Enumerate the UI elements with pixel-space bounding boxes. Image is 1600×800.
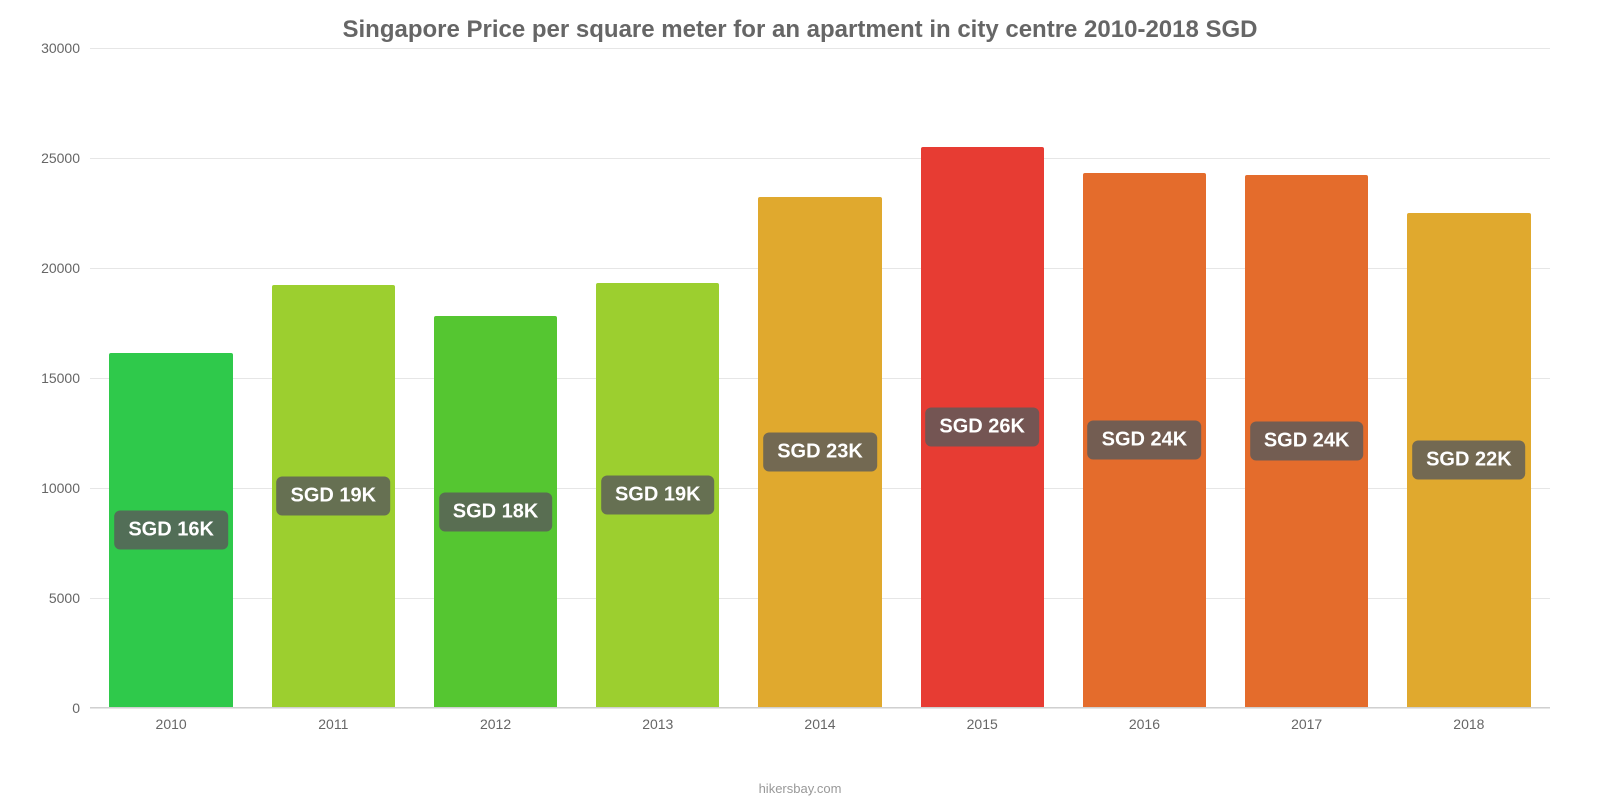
bar-value-label: SGD 26K bbox=[925, 407, 1039, 446]
x-tick-label: 2010 bbox=[90, 708, 252, 738]
bar: SGD 19K bbox=[272, 285, 395, 707]
bar: SGD 26K bbox=[921, 147, 1044, 707]
bar-slot: SGD 23K bbox=[739, 48, 901, 707]
bar-value-label: SGD 24K bbox=[1088, 421, 1202, 460]
bar-value-label: SGD 18K bbox=[439, 492, 553, 531]
x-tick-label: 2011 bbox=[252, 708, 414, 738]
bar-value-label: SGD 22K bbox=[1412, 440, 1526, 479]
y-tick-label: 10000 bbox=[41, 480, 80, 496]
x-tick-label: 2016 bbox=[1063, 708, 1225, 738]
y-tick-label: 5000 bbox=[49, 590, 80, 606]
x-axis: 201020112012201320142015201620172018 bbox=[90, 708, 1550, 738]
bar-slot: SGD 19K bbox=[577, 48, 739, 707]
bar-slot: SGD 18K bbox=[414, 48, 576, 707]
bar-slot: SGD 16K bbox=[90, 48, 252, 707]
x-tick-label: 2012 bbox=[414, 708, 576, 738]
bar: SGD 23K bbox=[758, 197, 881, 707]
bar-slot: SGD 22K bbox=[1388, 48, 1550, 707]
bar: SGD 24K bbox=[1083, 173, 1206, 707]
bar-value-label: SGD 24K bbox=[1250, 422, 1364, 461]
chart-container: Singapore Price per square meter for an … bbox=[0, 0, 1600, 800]
x-tick-label: 2014 bbox=[739, 708, 901, 738]
bar: SGD 16K bbox=[109, 353, 232, 707]
bar-value-label: SGD 16K bbox=[114, 511, 228, 550]
chart-title: Singapore Price per square meter for an … bbox=[30, 16, 1570, 44]
y-tick-label: 30000 bbox=[41, 40, 80, 56]
y-tick-label: 25000 bbox=[41, 150, 80, 166]
attribution-text: hikersbay.com bbox=[0, 781, 1600, 796]
bar-slot: SGD 19K bbox=[252, 48, 414, 707]
bar-slot: SGD 24K bbox=[1226, 48, 1388, 707]
bar-value-label: SGD 19K bbox=[277, 477, 391, 516]
bar: SGD 22K bbox=[1407, 213, 1530, 707]
bar: SGD 18K bbox=[434, 316, 557, 707]
bars-area: SGD 16K SGD 19K SGD 18K SGD 19K SGD 23K SGD 2… bbox=[90, 48, 1550, 708]
bar-value-label: SGD 23K bbox=[763, 433, 877, 472]
bar: SGD 19K bbox=[596, 283, 719, 707]
x-tick-label: 2017 bbox=[1226, 708, 1388, 738]
x-tick-label: 2015 bbox=[901, 708, 1063, 738]
plot-area: 050001000015000200002500030000 SGD 16KSG… bbox=[90, 48, 1550, 738]
y-tick-label: 0 bbox=[72, 700, 80, 716]
bar-value-label: SGD 19K bbox=[601, 476, 715, 515]
x-tick-label: 2013 bbox=[577, 708, 739, 738]
x-tick-label: 2018 bbox=[1388, 708, 1550, 738]
y-tick-label: 20000 bbox=[41, 260, 80, 276]
y-tick-label: 15000 bbox=[41, 370, 80, 386]
bar-slot: SGD 24K bbox=[1063, 48, 1225, 707]
bar-slot: SGD 26K bbox=[901, 48, 1063, 707]
bar: SGD 24K bbox=[1245, 175, 1368, 707]
